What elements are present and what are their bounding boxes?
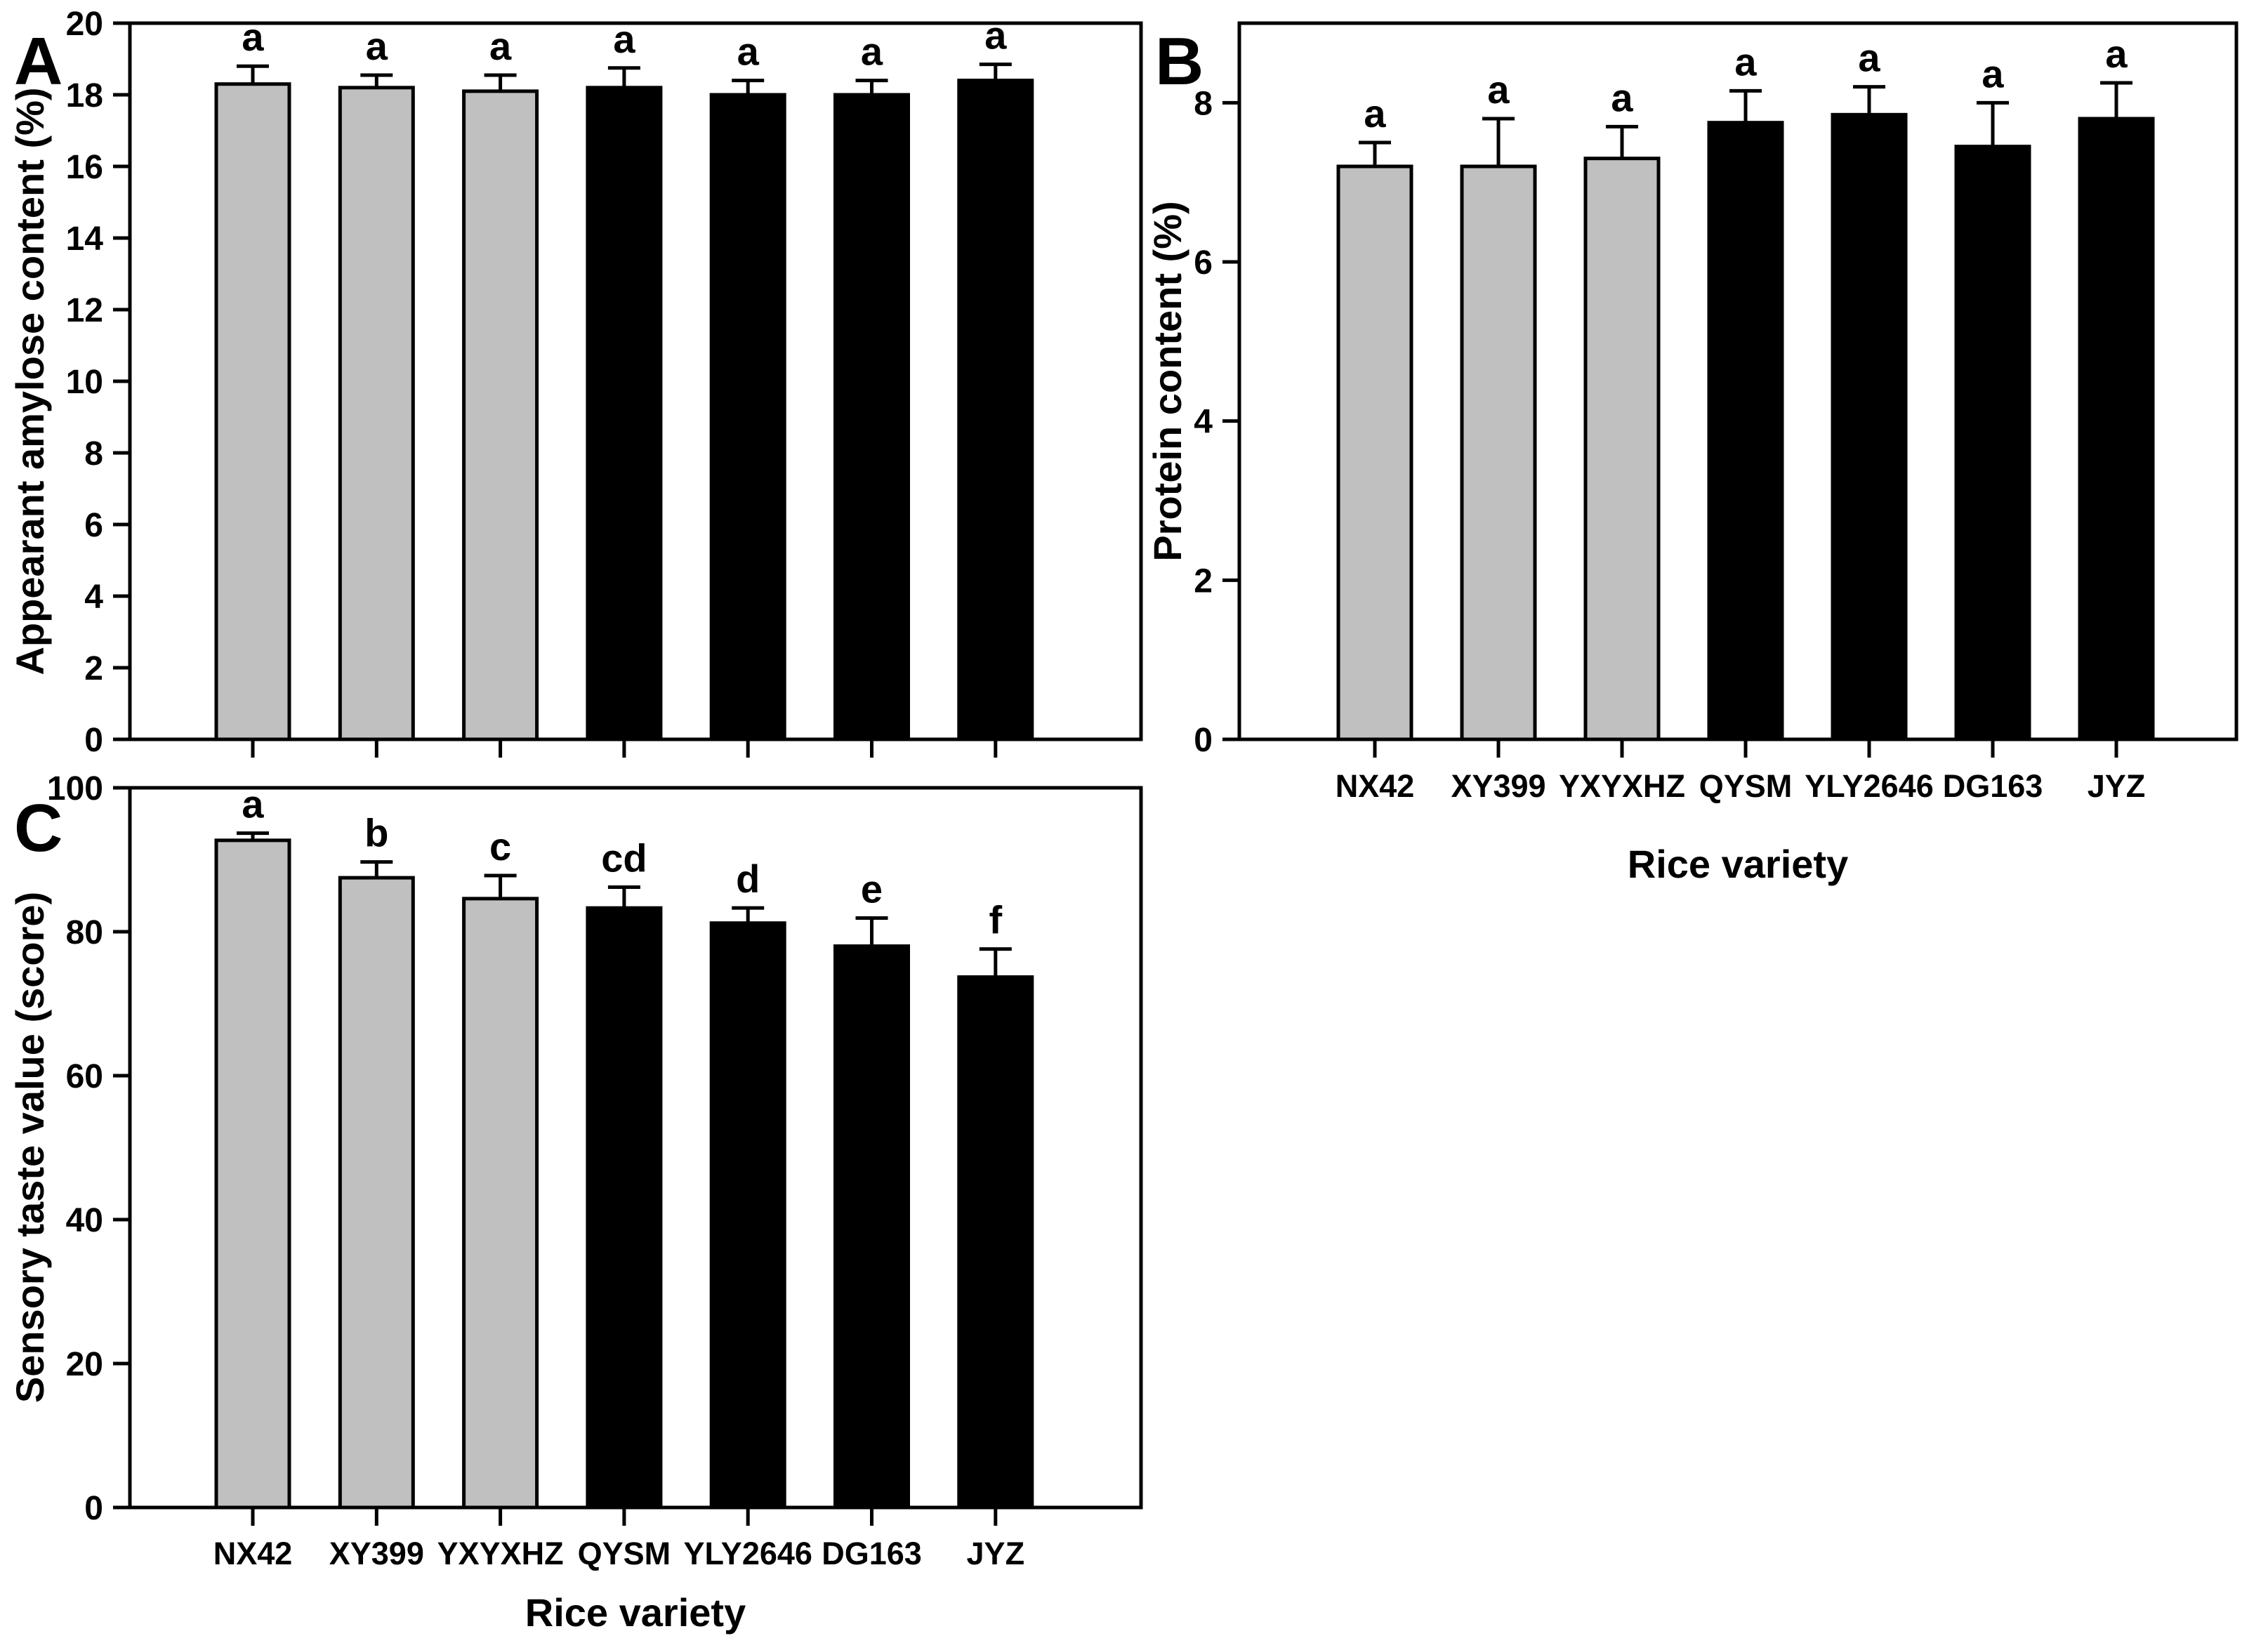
x-tick-label-jyz: JYZ [2088, 768, 2146, 804]
sig-letter-jyz: f [989, 898, 1002, 942]
y-tick-label: 0 [84, 1490, 103, 1527]
bar-yly2646 [709, 921, 786, 1510]
sig-letter-xy399: b [364, 811, 388, 855]
bar-dg163 [833, 944, 910, 1510]
bar-xy399 [338, 86, 415, 741]
y-tick-label: 100 [47, 770, 103, 807]
bar-yxyxhz [462, 897, 539, 1510]
sig-letter-dg163: e [861, 867, 883, 911]
y-tick-label: 40 [66, 1202, 103, 1239]
bar-nx42 [214, 82, 291, 741]
y-axis-title: Appearant amylose content (%) [8, 87, 52, 675]
sig-letter-dg163: a [861, 29, 883, 74]
bar-yxyxhz [1583, 157, 1661, 741]
x-tick-label-yxyxhz: YXYXHZ [1559, 768, 1685, 804]
y-tick-label: 10 [66, 364, 103, 401]
y-tick-label: 18 [66, 77, 103, 114]
x-tick-label-dg163: DG163 [1943, 768, 2043, 804]
x-tick-label-xy399: XY399 [329, 1536, 424, 1571]
bar-qysm [586, 86, 663, 741]
x-axis-title: Rice variety [525, 1590, 746, 1635]
x-tick-label-qysm: QYSM [1699, 768, 1793, 804]
panel-letter-b: B [1155, 24, 1204, 99]
bar-yly2646 [1831, 112, 1908, 741]
y-tick-label: 20 [66, 1346, 103, 1383]
bar-jyz [957, 79, 1034, 741]
y-tick-label: 8 [1194, 85, 1213, 122]
bar-dg163 [1954, 145, 2031, 741]
y-tick-label: 60 [66, 1058, 103, 1095]
y-tick-label: 12 [66, 292, 103, 329]
bar-dg163 [833, 93, 910, 741]
sig-letter-nx42: a [1364, 91, 1386, 136]
bar-nx42 [214, 838, 291, 1510]
x-tick-label-jyz: JYZ [967, 1536, 1025, 1571]
bar-xy399 [338, 876, 415, 1510]
y-tick-label: 6 [84, 507, 103, 544]
x-tick-label-xy399: XY399 [1451, 768, 1545, 804]
x-tick-label-yly2646: YLY2646 [683, 1536, 812, 1571]
y-tick-label: 20 [66, 6, 103, 43]
sig-letter-xy399: a [1487, 67, 1510, 112]
bar-jyz [957, 975, 1034, 1510]
panel-b: 0 2 4 6 8 Protein content (%) a NX42 a XY399 a YXYX… [1145, 21, 2239, 886]
y-tick-label: 16 [66, 149, 103, 186]
sig-letter-yly2646: d [736, 857, 760, 901]
sig-letter-jyz: a [984, 13, 1007, 58]
bar-nx42 [1336, 164, 1413, 741]
x-tick-label-qysm: QYSM [578, 1536, 671, 1571]
y-tick-label: 0 [1194, 722, 1213, 759]
x-tick-label-yly2646: YLY2646 [1805, 768, 1934, 804]
y-tick-label: 4 [1194, 404, 1213, 441]
sig-letter-qysm: cd [601, 836, 647, 880]
panel-letter-a: A [14, 24, 62, 99]
bar-xy399 [1460, 164, 1537, 741]
x-tick-label-nx42: NX42 [1336, 768, 1415, 804]
sig-letter-jyz: a [2105, 32, 2128, 76]
x-tick-label-yxyxhz: YXYXHZ [437, 1536, 564, 1571]
sig-letter-dg163: a [1982, 51, 2004, 95]
y-axis-title: Sensory taste value (score) [8, 892, 52, 1403]
y-tick-label: 2 [84, 650, 103, 687]
sig-letter-yly2646: a [737, 29, 760, 74]
x-tick-label-nx42: NX42 [213, 1536, 293, 1571]
sig-letter-yly2646: a [1858, 36, 1880, 80]
sig-letter-nx42: a [242, 15, 264, 59]
x-tick-label-dg163: DG163 [822, 1536, 922, 1571]
y-tick-label: 6 [1194, 244, 1213, 282]
y-tick-label: 0 [84, 722, 103, 759]
y-tick-label: 4 [84, 579, 103, 616]
sig-letter-nx42: a [242, 782, 264, 826]
panel-a: 0 2 4 6 8 10 12 14 16 18 20 Appearant amylose conte… [8, 6, 1143, 759]
y-tick-label: 2 [1194, 562, 1213, 600]
y-tick-label: 8 [84, 435, 103, 473]
sig-letter-qysm: a [1734, 39, 1757, 84]
bar-qysm [1707, 121, 1784, 741]
y-tick-label: 14 [66, 220, 104, 258]
x-axis-title: Rice variety [1628, 842, 1848, 886]
y-axis-title: Protein content (%) [1145, 201, 1189, 561]
y-tick-label: 80 [66, 914, 103, 951]
bar-qysm [586, 906, 663, 1510]
sig-letter-qysm: a [613, 17, 635, 61]
sig-letter-xy399: a [366, 24, 388, 68]
sig-letter-yxyxhz: c [489, 824, 511, 869]
panel-c: 0 20 40 60 80 100 Sensory taste value (score) a… [8, 770, 1143, 1635]
sig-letter-yxyxhz: a [1611, 75, 1633, 119]
bar-yxyxhz [462, 89, 539, 741]
panel-letter-c: C [14, 791, 62, 866]
bar-jyz [2078, 117, 2155, 741]
sig-letter-yxyxhz: a [489, 24, 512, 68]
bar-yly2646 [709, 93, 786, 741]
